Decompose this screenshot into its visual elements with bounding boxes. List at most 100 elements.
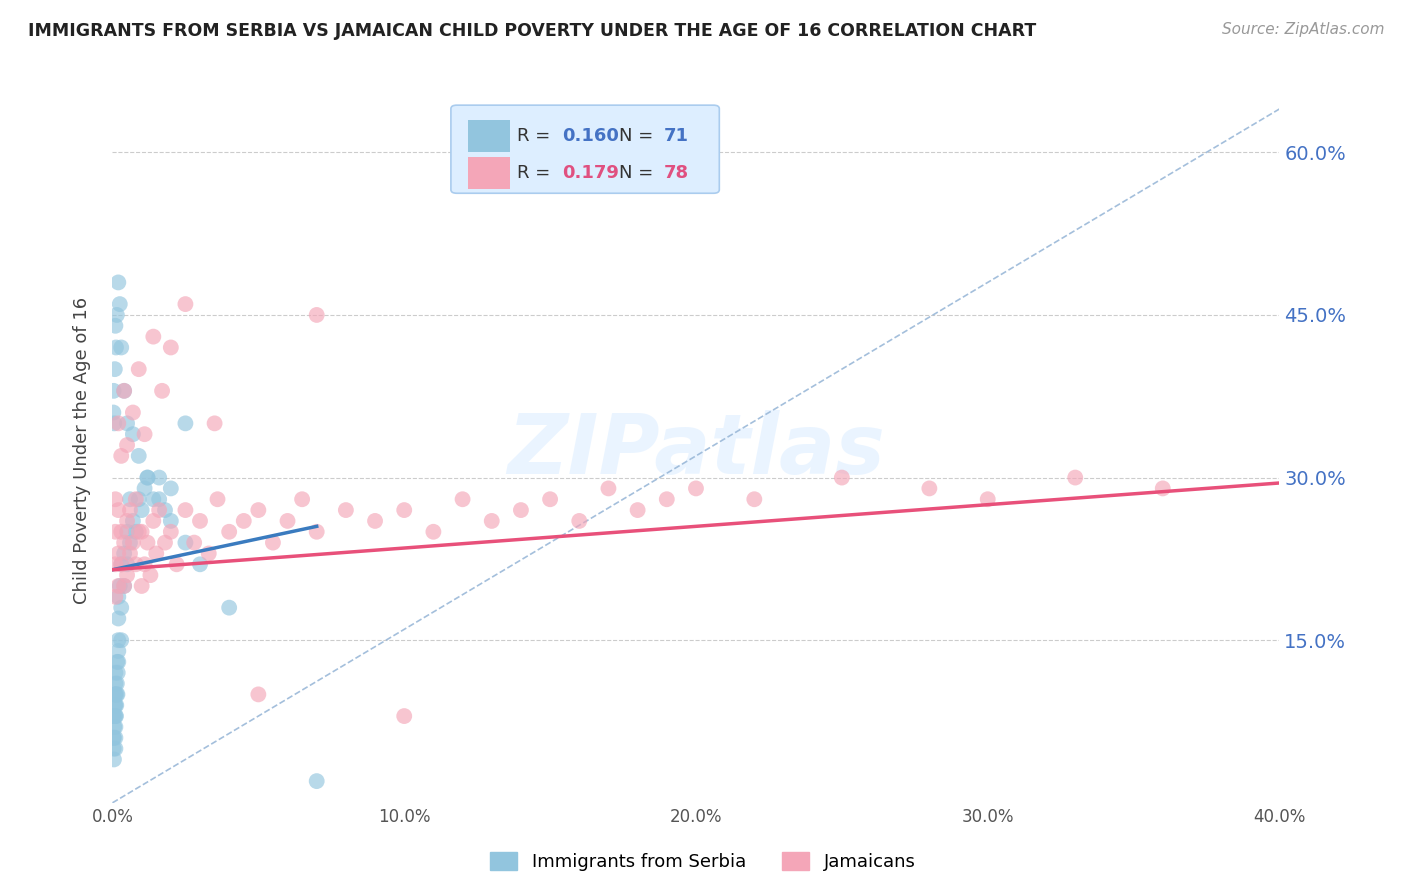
Point [481,514,503,528]
Point [207,492,229,507]
Point [160,341,183,355]
Point [107,633,129,648]
Point [142,329,165,343]
Point [108,579,131,593]
Point [174,535,197,549]
Point [136,470,159,484]
Point [110,524,132,539]
Point [104,709,127,723]
Y-axis label: Child Poverty Under the Age of 16: Child Poverty Under the Age of 16 [73,297,91,604]
Point [136,470,159,484]
Point [105,676,128,690]
Point [112,384,135,398]
Point [364,514,387,528]
Point [128,449,150,463]
Text: 78: 78 [664,164,689,182]
Point [422,524,444,539]
Point [394,503,416,517]
Point [247,687,270,701]
Point [160,524,183,539]
Point [118,492,141,507]
Text: Source: ZipAtlas.com: Source: ZipAtlas.com [1222,22,1385,37]
Point [103,384,125,398]
Point [104,558,127,572]
Point [104,698,127,713]
Point [104,709,127,723]
Point [139,568,162,582]
Point [104,741,127,756]
Point [112,384,135,398]
Point [262,535,284,549]
Point [305,774,328,789]
Point [105,655,128,669]
Point [107,611,129,625]
Point [115,514,138,528]
Point [101,709,124,723]
Point [976,492,998,507]
Point [104,731,127,745]
Point [103,741,125,756]
Point [174,503,197,517]
Point [112,579,135,593]
Point [118,546,141,560]
Point [110,600,132,615]
Point [122,405,145,419]
Point [107,503,129,517]
Point [166,558,188,572]
Point [104,362,127,376]
Point [118,503,141,517]
Point [183,535,205,549]
Point [197,546,219,560]
Point [131,503,153,517]
Point [103,720,125,734]
Point [276,514,298,528]
Legend: Immigrants from Serbia, Jamaicans: Immigrants from Serbia, Jamaicans [484,845,922,879]
Point [104,318,127,333]
Point [128,524,150,539]
Text: IMMIGRANTS FROM SERBIA VS JAMAICAN CHILD POVERTY UNDER THE AGE OF 16 CORRELATION: IMMIGRANTS FROM SERBIA VS JAMAICAN CHILD… [28,22,1036,40]
Point [110,341,132,355]
Text: R =: R = [517,128,551,145]
Point [685,482,707,496]
Point [122,427,145,442]
Point [142,514,165,528]
Point [105,698,128,713]
Point [128,362,150,376]
Point [394,709,416,723]
Point [131,524,153,539]
Point [627,503,650,517]
Point [134,558,156,572]
Point [115,568,138,582]
Point [831,470,853,484]
Point [104,341,127,355]
Point [160,482,183,496]
Point [104,492,127,507]
Point [107,590,129,604]
Point [107,546,129,560]
Point [112,579,135,593]
Point [742,492,765,507]
Point [112,546,135,560]
Point [107,644,129,658]
Point [174,297,197,311]
Point [115,438,138,452]
Point [131,579,153,593]
Point [104,524,127,539]
Point [247,503,270,517]
Point [104,665,127,680]
Point [204,417,226,431]
Point [103,405,125,419]
Point [148,503,170,517]
Point [105,687,128,701]
Point [305,524,328,539]
Point [107,417,129,431]
Point [103,752,125,766]
Point [1064,470,1087,484]
Point [105,308,128,322]
Point [122,535,145,549]
Point [598,482,620,496]
Point [110,633,132,648]
Point [103,417,125,431]
Point [110,558,132,572]
Point [305,308,328,322]
